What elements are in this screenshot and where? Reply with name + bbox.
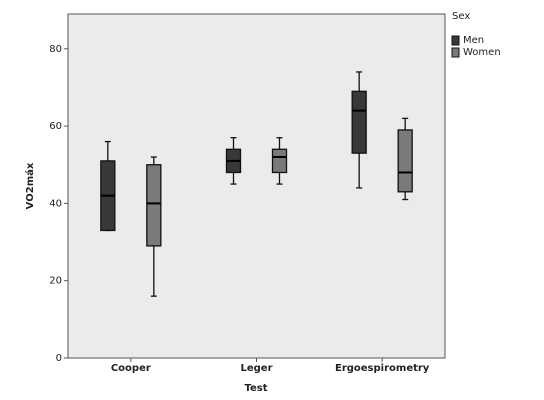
x-tick-label: Cooper [111,363,151,374]
plot-area [67,13,446,359]
x-tick-label: Ergoespirometry [335,363,430,374]
box [271,148,288,174]
box [397,129,413,193]
box [146,164,162,247]
x-axis-label: Test [244,383,267,394]
y-tick-label: 40 [49,198,62,209]
y-tick-label: 80 [49,44,62,55]
y-tick-label: 20 [49,276,62,287]
legend-swatch [451,35,460,46]
legend-label: Women [463,47,501,58]
box [351,90,367,154]
x-tick-label: Leger [240,363,272,374]
legend-title: Sex [452,11,470,22]
legend-label: Men [463,35,484,46]
legend-swatch [451,47,460,58]
y-tick-label: 60 [49,121,62,132]
y-tick-label: 0 [56,353,62,364]
y-axis-label: VO2máx [24,162,36,209]
